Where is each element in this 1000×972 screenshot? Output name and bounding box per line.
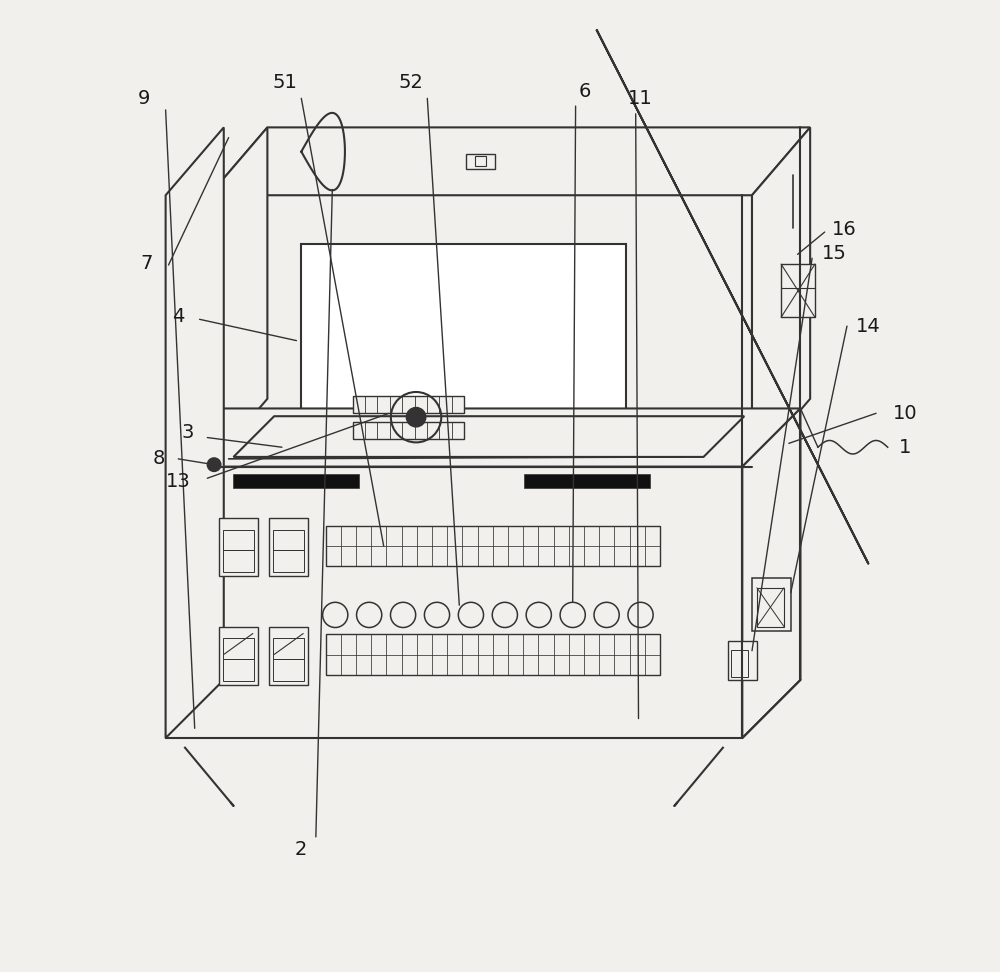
- Bar: [326, 635, 660, 675]
- Text: 13: 13: [166, 471, 191, 491]
- Text: 15: 15: [822, 244, 847, 262]
- Bar: [326, 526, 660, 567]
- Polygon shape: [209, 195, 752, 467]
- Text: 6: 6: [579, 82, 591, 101]
- Bar: [273, 550, 304, 573]
- Bar: [223, 639, 254, 658]
- Bar: [273, 639, 304, 658]
- Bar: [223, 550, 254, 573]
- Bar: [757, 588, 784, 627]
- Bar: [223, 530, 254, 550]
- Bar: [731, 650, 748, 677]
- Circle shape: [406, 407, 426, 427]
- Text: 4: 4: [172, 307, 184, 326]
- Polygon shape: [233, 416, 744, 457]
- Bar: [223, 659, 254, 680]
- Bar: [273, 659, 304, 680]
- Bar: [524, 474, 650, 488]
- Polygon shape: [742, 408, 800, 738]
- Text: 11: 11: [628, 88, 653, 108]
- Bar: [353, 422, 464, 439]
- Polygon shape: [209, 127, 810, 195]
- Bar: [233, 474, 359, 488]
- Text: 9: 9: [138, 88, 150, 108]
- Bar: [781, 264, 815, 317]
- Bar: [219, 627, 258, 684]
- Polygon shape: [166, 127, 224, 738]
- Bar: [353, 396, 464, 413]
- Bar: [466, 154, 495, 169]
- Polygon shape: [752, 127, 810, 467]
- Text: 10: 10: [893, 403, 917, 423]
- Bar: [728, 642, 757, 679]
- Bar: [219, 518, 258, 576]
- Text: 14: 14: [856, 317, 881, 335]
- Polygon shape: [166, 467, 742, 738]
- Bar: [301, 244, 626, 423]
- Text: 16: 16: [832, 220, 856, 239]
- Bar: [752, 578, 791, 632]
- Text: 2: 2: [295, 840, 307, 859]
- Bar: [273, 530, 304, 550]
- Text: 52: 52: [398, 73, 423, 92]
- Circle shape: [207, 458, 221, 471]
- Polygon shape: [166, 408, 800, 467]
- Text: 7: 7: [140, 254, 152, 272]
- Bar: [475, 156, 486, 166]
- Text: 51: 51: [272, 73, 297, 92]
- Polygon shape: [209, 127, 267, 467]
- Text: 1: 1: [899, 437, 911, 457]
- Text: 3: 3: [182, 423, 194, 442]
- Bar: [269, 627, 308, 684]
- Text: 8: 8: [153, 449, 165, 469]
- Bar: [269, 518, 308, 576]
